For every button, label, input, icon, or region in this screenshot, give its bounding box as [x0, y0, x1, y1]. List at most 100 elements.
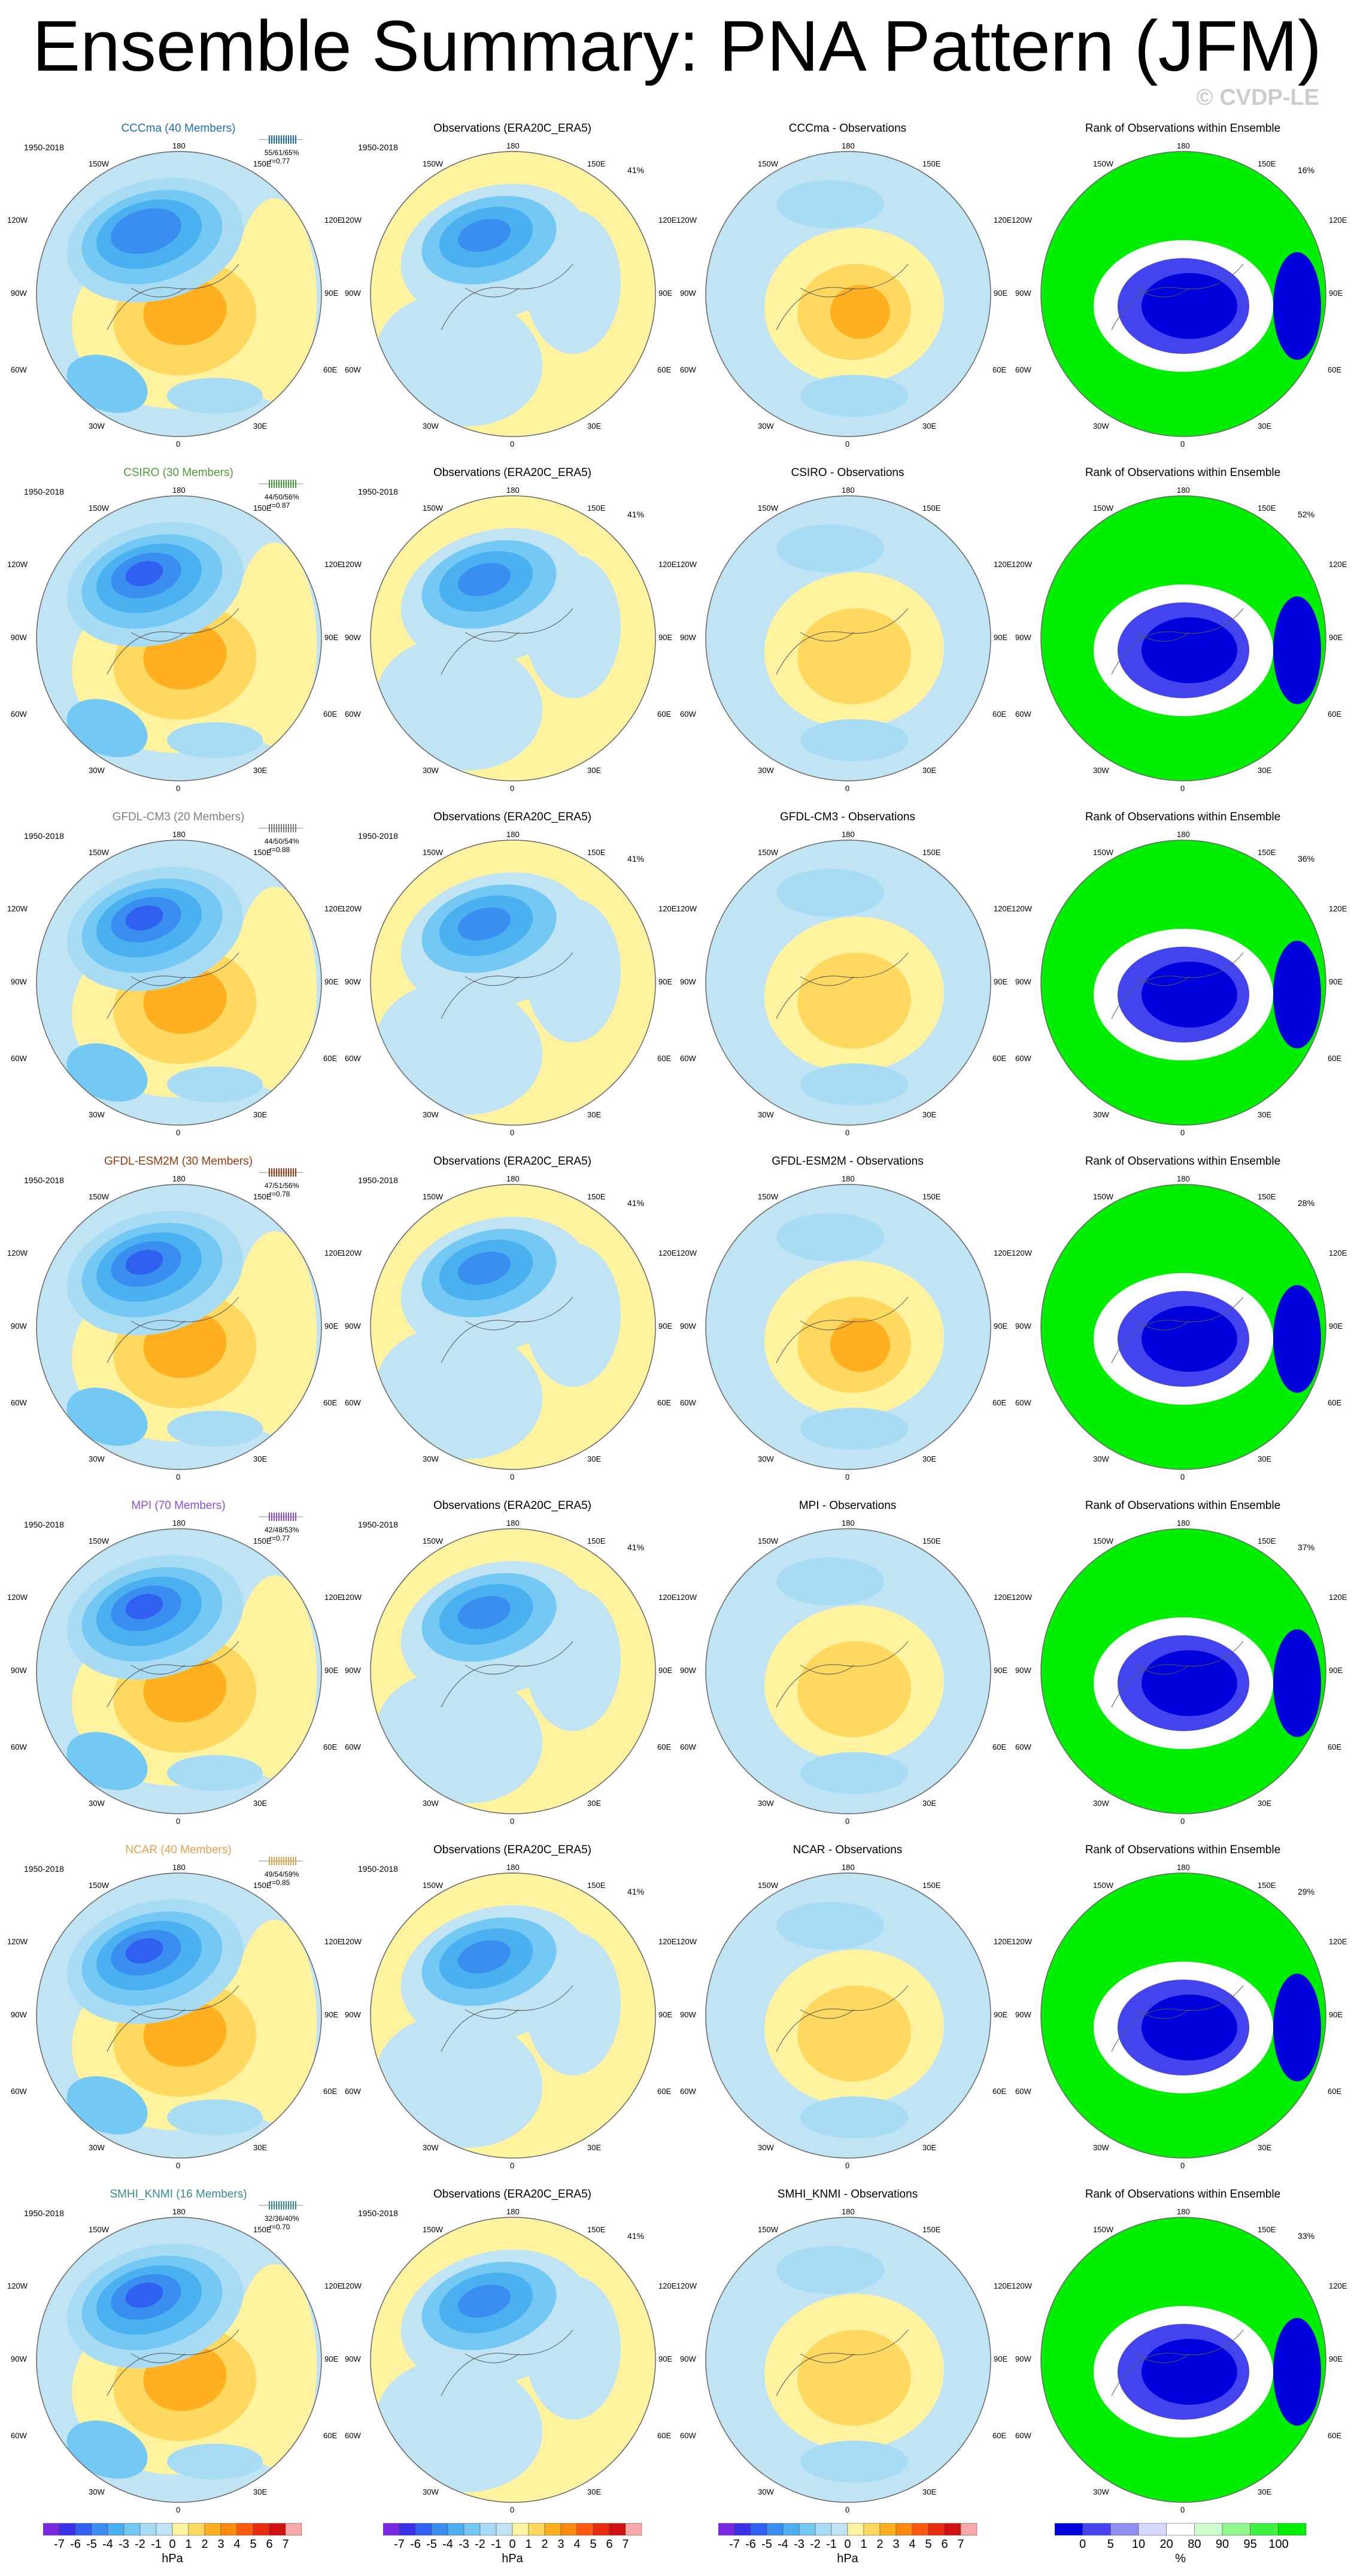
period-label: 1950-2018	[358, 831, 398, 841]
longitude-label: 150E	[922, 1536, 941, 1545]
longitude-label: 30E	[922, 2143, 937, 2152]
map-boundary	[705, 840, 991, 1126]
colorbar-tick-label: -3	[794, 2538, 804, 2551]
longitude-label: 0	[510, 2505, 515, 2514]
rank-title: Rank of Observations within Ensemble	[1085, 1155, 1281, 1168]
positive-region-east	[233, 198, 317, 402]
rank-pct: 29%	[1298, 1887, 1315, 1896]
longitude-label: 120E	[324, 560, 343, 569]
longitude-label: 0	[510, 1817, 515, 1826]
longitude-label: 60E	[992, 1742, 1007, 1751]
longitude-label: 30W	[423, 766, 439, 775]
longitude-label: 60W	[1015, 1054, 1031, 1063]
longitude-label: 90W	[11, 1666, 27, 1675]
rank-pct: 28%	[1298, 1198, 1315, 1208]
longitude-label: 30W	[1093, 1110, 1109, 1119]
longitude-label: 120W	[7, 2281, 28, 2290]
longitude-label: 180	[842, 1863, 855, 1872]
longitude-label: 150W	[89, 1192, 109, 1201]
ensemble-spread-glyph	[259, 1513, 303, 1521]
rank-title: Rank of Observations within Ensemble	[1085, 811, 1281, 823]
longitude-label: 30E	[1258, 1110, 1272, 1119]
longitude-label: 30W	[1093, 766, 1109, 775]
diff-title: NCAR - Observations	[793, 1844, 903, 1856]
coastline	[441, 2329, 573, 2396]
period-label: 1950-2018	[358, 487, 398, 496]
longitude-label: 180	[172, 2207, 186, 2216]
longitude-label: 150W	[423, 1536, 443, 1545]
longitude-label: 30W	[423, 1454, 439, 1463]
longitude-label: 120E	[994, 904, 1012, 913]
colorbar-tick-label: -3	[119, 2538, 129, 2551]
colorbar-swatch	[766, 2523, 784, 2536]
longitude-label: 90W	[11, 2010, 27, 2019]
diff-title: SMHI_KNMI - Observations	[777, 2188, 918, 2201]
longitude-label: 30E	[922, 2487, 937, 2496]
longitude-label: 60E	[1328, 1398, 1342, 1407]
positive-region-east	[233, 887, 317, 1090]
longitude-label: 150E	[922, 2225, 941, 2234]
obs-title: Observations (ERA20C_ERA5)	[433, 2188, 591, 2201]
longitude-label: 90W	[11, 977, 27, 986]
map-boundary	[1040, 151, 1326, 437]
longitude-label: 60E	[657, 365, 672, 374]
negative-south	[167, 722, 263, 758]
low-rank-core	[1142, 1995, 1237, 2060]
longitude-label: 90W	[1015, 977, 1031, 986]
longitude-label: 180	[172, 486, 186, 495]
longitude-label: 150W	[758, 2225, 778, 2234]
longitude-label: 60W	[11, 365, 27, 374]
longitude-label: 0	[1180, 1817, 1185, 1826]
longitude-label: 0	[510, 440, 515, 448]
negative-region-south	[375, 2359, 543, 2493]
longitude-label: 90W	[1015, 2010, 1031, 2019]
period-label: 1950-2018	[358, 1520, 398, 1529]
longitude-label: 60E	[657, 2087, 672, 2096]
colorbar-tick-label: -7	[729, 2538, 740, 2551]
map-boundary	[36, 495, 322, 781]
rank-map	[1040, 1528, 1326, 1814]
longitude-label: 30E	[587, 2487, 602, 2496]
pattern-correlation: r=0.77	[269, 157, 290, 165]
negative-region-south	[375, 2014, 543, 2148]
negative-north	[776, 525, 884, 572]
longitude-label: 60W	[1015, 1398, 1031, 1407]
longitude-label: 60W	[1015, 2087, 1031, 2096]
longitude-label: 30E	[922, 1110, 937, 1119]
longitude-label: 180	[842, 830, 855, 839]
coastline	[107, 2329, 239, 2396]
longitude-label: 150E	[253, 159, 272, 168]
ensemble-mean-map	[36, 840, 322, 1126]
longitude-label: 120W	[676, 1937, 697, 1946]
longitude-label: 30E	[253, 766, 268, 775]
map-boundary	[705, 495, 991, 781]
ensemble-spread-glyph	[259, 1168, 303, 1177]
longitude-label: 150E	[1258, 504, 1276, 513]
longitude-label: 120W	[1012, 560, 1032, 569]
model-title: GFDL-ESM2M (30 Members)	[104, 1155, 253, 1168]
negative-core	[458, 1940, 511, 1974]
map-boundary	[1040, 840, 1326, 1126]
rank-title: Rank of Observations within Ensemble	[1085, 1499, 1281, 1512]
negative-south	[800, 2096, 908, 2138]
colorbar-tick-label: 0	[169, 2538, 176, 2551]
colorbar-swatch	[544, 2523, 561, 2536]
longitude-label: 120E	[1329, 560, 1347, 569]
negative-max	[125, 1249, 163, 1275]
difference-map	[705, 2217, 991, 2503]
low-rank-east	[1273, 1285, 1321, 1393]
longitude-label: 60E	[323, 1398, 338, 1407]
coastline	[776, 2329, 909, 2396]
longitude-label: 30W	[89, 422, 105, 431]
negative-south	[167, 2444, 263, 2480]
negative-atlantic	[66, 2420, 148, 2479]
longitude-label: 150E	[1258, 2225, 1276, 2234]
colorbar-tick-label: 1	[860, 2538, 867, 2551]
colorbar-tick-label: 6	[606, 2538, 613, 2551]
pattern-correlation: r=0.77	[269, 1534, 290, 1542]
longitude-label: 180	[842, 141, 855, 150]
longitude-label: 60E	[323, 2431, 338, 2440]
longitude-label: 30W	[1093, 2487, 1109, 2496]
longitude-label: 90E	[1329, 1322, 1343, 1331]
longitude-label: 120W	[7, 1248, 28, 1257]
